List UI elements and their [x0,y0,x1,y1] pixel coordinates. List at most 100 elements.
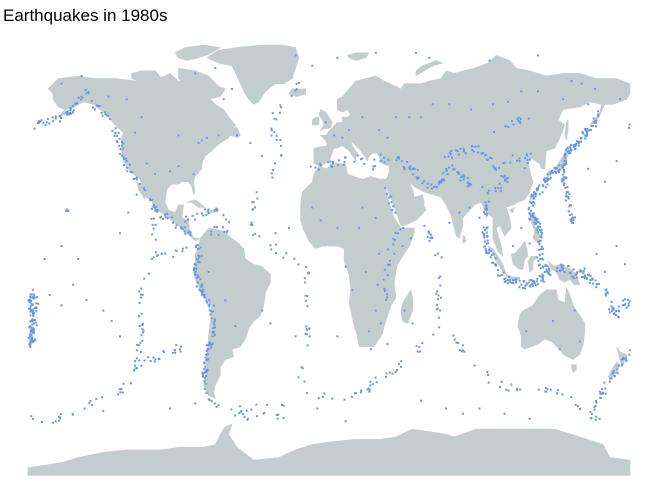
earthquake-point [212,310,215,313]
earthquake-point [118,137,121,140]
earthquake-point [563,154,566,157]
earthquake-point [568,152,570,155]
earthquake-point [388,371,391,374]
earthquake-point [477,151,480,154]
earthquake-point [234,414,237,417]
earthquake-point [383,156,385,159]
landmass-sri-lanka [462,235,467,245]
earthquake-point [305,333,308,336]
earthquake-point [584,274,586,277]
earthquake-point [502,176,505,179]
earthquake-point [208,309,211,312]
earthquake-point [409,165,412,168]
earthquake-point [344,420,347,423]
earthquake-point [592,117,595,120]
earthquake-point [400,360,403,363]
earthquake-point [31,323,34,326]
earthquake-point [606,292,609,295]
earthquake-point [77,96,80,99]
earthquake-point [492,165,495,168]
earthquake-point [85,299,88,302]
earthquake-point [140,351,142,353]
earthquake-point [550,170,553,172]
earthquake-point [487,374,490,376]
earthquake-point [599,396,602,399]
earthquake-point [152,356,155,359]
earthquake-point [588,129,590,132]
earthquake-point [360,158,363,161]
earthquake-point [202,294,205,297]
earthquake-point [529,213,532,216]
earthquake-point [536,277,539,280]
earthquake-point [595,400,598,403]
earthquake-point [215,207,218,210]
earthquake-point [330,165,333,168]
earthquake-point [567,265,570,268]
earthquake-point [394,231,397,234]
earthquake-point [568,192,571,195]
earthquake-point [353,160,356,163]
earthquake-point [459,179,462,182]
earthquake-point [102,309,105,312]
earthquake-point [304,299,307,302]
earthquake-point [597,113,600,116]
earthquake-point [183,230,186,233]
earthquake-point [121,140,123,143]
earthquake-point [604,292,607,295]
earthquake-point [594,418,597,421]
earthquake-point [32,293,35,296]
earthquake-point [394,116,397,119]
earthquake-point [149,360,152,362]
earthquake-point [65,111,67,114]
earthquake-point [484,248,487,250]
earthquake-point [301,367,304,370]
earthquake-point [141,339,144,342]
earthquake-point [621,304,624,307]
earthquake-point [74,103,77,105]
earthquake-point [213,334,216,337]
earthquake-point [306,305,309,308]
earthquake-point [462,148,465,151]
earthquake-point [552,319,555,322]
earthquake-point [541,253,544,256]
earthquake-point [508,275,511,278]
earthquake-point [457,342,460,344]
earthquake-point [565,159,567,162]
earthquake-point [210,310,212,312]
earthquake-point [35,310,38,313]
earthquake-point [372,165,375,168]
earthquake-point [532,204,534,207]
earthquake-point [204,371,207,373]
earthquake-point [318,163,321,165]
earthquake-point [563,163,566,166]
earthquake-point [610,310,613,313]
earthquake-point [71,412,74,415]
earthquake-point [32,329,35,332]
earthquake-point [604,392,607,395]
earthquake-point [28,343,31,345]
earthquake-point [72,111,74,113]
earthquake-point [537,54,539,57]
earthquake-point [592,125,594,127]
earthquake-point [126,170,129,173]
earthquake-point [154,251,157,254]
earthquake-point [421,342,424,345]
earthquake-point [385,372,388,375]
earthquake-point [210,344,213,347]
earthquake-point [195,244,198,247]
earthquake-point [415,345,418,348]
earthquake-point [116,141,119,144]
earthquake-point [530,202,533,204]
earthquake-point [621,363,624,366]
earthquake-point [388,196,391,199]
earthquake-point [317,168,320,171]
earthquake-point [59,116,62,118]
earthquake-point [336,227,339,230]
earthquake-point [514,279,517,281]
earthquake-point [617,305,620,308]
earthquake-point [530,215,533,218]
earthquake-point [211,335,214,338]
earthquake-point [27,336,30,339]
earthquake-point [570,80,573,83]
earthquake-point [29,296,32,299]
